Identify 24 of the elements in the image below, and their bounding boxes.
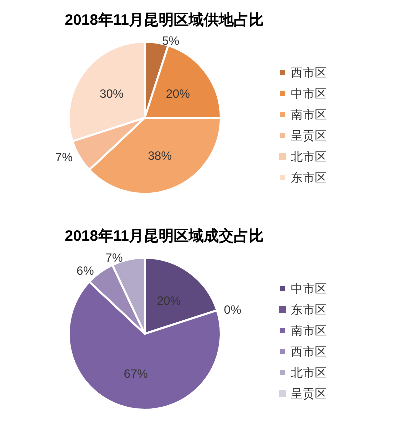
legend-label: 东市区 bbox=[291, 303, 327, 317]
data-label: 7% bbox=[106, 250, 124, 265]
legend-label: 中市区 bbox=[291, 282, 327, 296]
legend-label: 西市区 bbox=[291, 66, 327, 80]
legend-label: 南市区 bbox=[291, 324, 327, 338]
legend-label: 西市区 bbox=[291, 345, 327, 359]
chart-title: 2018年11月昆明区域成交占比 bbox=[65, 227, 264, 245]
data-label: 38% bbox=[148, 149, 172, 164]
data-label: 6% bbox=[76, 264, 94, 278]
chart-title: 2018年11月昆明区域供地占比 bbox=[65, 12, 264, 29]
legend-label: 北市区 bbox=[291, 366, 327, 380]
data-label: 7% bbox=[56, 150, 74, 165]
legend-label: 南市区 bbox=[291, 108, 327, 122]
data-label: 67% bbox=[124, 367, 148, 382]
text: 0% bbox=[224, 302, 242, 317]
legend-label: 中市区 bbox=[291, 87, 327, 101]
legend-label: 呈贡区 bbox=[291, 387, 327, 401]
legend-label: 北市区 bbox=[291, 150, 327, 164]
data-label: 5% bbox=[162, 34, 180, 48]
legend-label: 呈贡区 bbox=[291, 129, 327, 143]
data-label: 20% bbox=[157, 294, 182, 308]
legend-label: 东市区 bbox=[291, 171, 327, 185]
data-label: 20% bbox=[166, 86, 190, 101]
data-label: 30% bbox=[100, 86, 124, 101]
